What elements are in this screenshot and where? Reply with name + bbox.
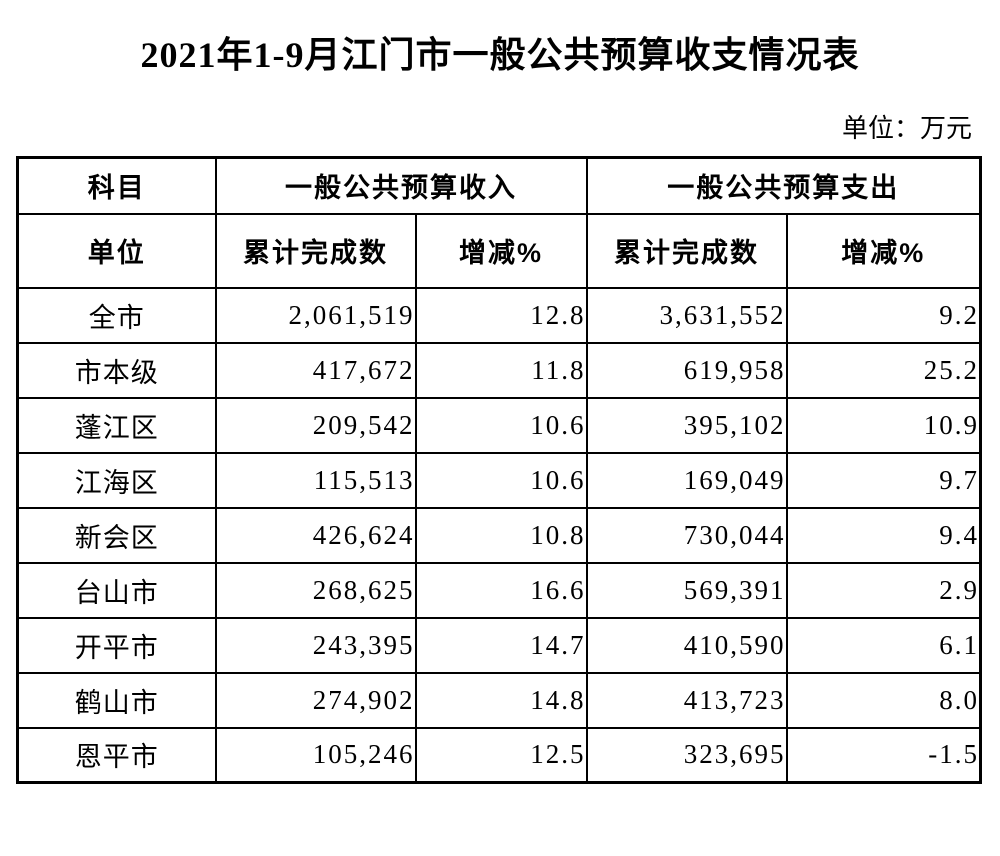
header-group-row: 科目 一般公共预算收入 一般公共预算支出 xyxy=(16,156,982,215)
region-name-cell: 鹤山市 xyxy=(16,671,217,729)
revenue-change-cell: 12.8 xyxy=(414,286,588,344)
expenditure-change-cell: 8.0 xyxy=(785,671,982,729)
header-revenue-change: 增减% xyxy=(414,212,588,289)
revenue-change-cell: 16.6 xyxy=(414,561,588,619)
revenue-cumulative-cell: 209,542 xyxy=(214,396,417,454)
expenditure-change-cell: 9.4 xyxy=(785,506,982,564)
expenditure-cumulative-cell: 730,044 xyxy=(585,506,788,564)
expenditure-cumulative-cell: 413,723 xyxy=(585,671,788,729)
table-row: 全市 2,061,519 12.8 3,631,552 9.2 xyxy=(16,286,982,344)
expenditure-change-cell: -1.5 xyxy=(785,726,982,784)
expenditure-cumulative-cell: 395,102 xyxy=(585,396,788,454)
expenditure-cumulative-cell: 323,695 xyxy=(585,726,788,784)
expenditure-change-cell: 2.9 xyxy=(785,561,982,619)
expenditure-cumulative-cell: 569,391 xyxy=(585,561,788,619)
table-row: 鹤山市 274,902 14.8 413,723 8.0 xyxy=(16,671,982,729)
region-name-cell: 台山市 xyxy=(16,561,217,619)
expenditure-cumulative-cell: 169,049 xyxy=(585,451,788,509)
revenue-cumulative-cell: 426,624 xyxy=(214,506,417,564)
budget-table: 科目 一般公共预算收入 一般公共预算支出 单位 累计完成数 增减% 累计完成数 … xyxy=(16,156,982,784)
revenue-cumulative-cell: 105,246 xyxy=(214,726,417,784)
expenditure-cumulative-cell: 619,958 xyxy=(585,341,788,399)
revenue-cumulative-cell: 268,625 xyxy=(214,561,417,619)
table-row: 市本级 417,672 11.8 619,958 25.2 xyxy=(16,341,982,399)
revenue-cumulative-cell: 417,672 xyxy=(214,341,417,399)
revenue-change-cell: 10.8 xyxy=(414,506,588,564)
revenue-change-cell: 10.6 xyxy=(414,396,588,454)
header-revenue-group: 一般公共预算收入 xyxy=(214,156,588,215)
region-name-cell: 开平市 xyxy=(16,616,217,674)
expenditure-cumulative-cell: 410,590 xyxy=(585,616,788,674)
table-row: 开平市 243,395 14.7 410,590 6.1 xyxy=(16,616,982,674)
unit-note: 单位：万元 xyxy=(841,114,972,143)
region-name-cell: 全市 xyxy=(16,286,217,344)
table-row: 蓬江区 209,542 10.6 395,102 10.9 xyxy=(16,396,982,454)
revenue-change-cell: 10.6 xyxy=(414,451,588,509)
expenditure-change-cell: 9.2 xyxy=(785,286,982,344)
region-name-cell: 新会区 xyxy=(16,506,217,564)
revenue-cumulative-cell: 115,513 xyxy=(214,451,417,509)
revenue-cumulative-cell: 2,061,519 xyxy=(214,286,417,344)
header-expenditure-group: 一般公共预算支出 xyxy=(585,156,982,215)
region-name-cell: 蓬江区 xyxy=(16,396,217,454)
header-revenue-cumulative: 累计完成数 xyxy=(214,212,417,289)
header-sub-row: 单位 累计完成数 增减% 累计完成数 增减% xyxy=(16,212,982,289)
page-title: 2021年1-9月江门市一般公共预算收支情况表 xyxy=(140,35,860,75)
region-name-cell: 市本级 xyxy=(16,341,217,399)
expenditure-change-cell: 6.1 xyxy=(785,616,982,674)
header-expenditure-cumulative: 累计完成数 xyxy=(585,212,788,289)
table-row: 台山市 268,625 16.6 569,391 2.9 xyxy=(16,561,982,619)
region-name-cell: 江海区 xyxy=(16,451,217,509)
revenue-change-cell: 11.8 xyxy=(414,341,588,399)
table-row: 江海区 115,513 10.6 169,049 9.7 xyxy=(16,451,982,509)
table-row: 恩平市 105,246 12.5 323,695 -1.5 xyxy=(16,726,982,784)
revenue-cumulative-cell: 243,395 xyxy=(214,616,417,674)
header-unit: 单位 xyxy=(16,212,217,289)
revenue-change-cell: 12.5 xyxy=(414,726,588,784)
region-name-cell: 恩平市 xyxy=(16,726,217,784)
table-row: 新会区 426,624 10.8 730,044 9.4 xyxy=(16,506,982,564)
expenditure-change-cell: 9.7 xyxy=(785,451,982,509)
revenue-change-cell: 14.8 xyxy=(414,671,588,729)
revenue-cumulative-cell: 274,902 xyxy=(214,671,417,729)
header-subject: 科目 xyxy=(16,156,217,215)
expenditure-cumulative-cell: 3,631,552 xyxy=(585,286,788,344)
expenditure-change-cell: 10.9 xyxy=(785,396,982,454)
header-expenditure-change: 增减% xyxy=(785,212,982,289)
expenditure-change-cell: 25.2 xyxy=(785,341,982,399)
revenue-change-cell: 14.7 xyxy=(414,616,588,674)
